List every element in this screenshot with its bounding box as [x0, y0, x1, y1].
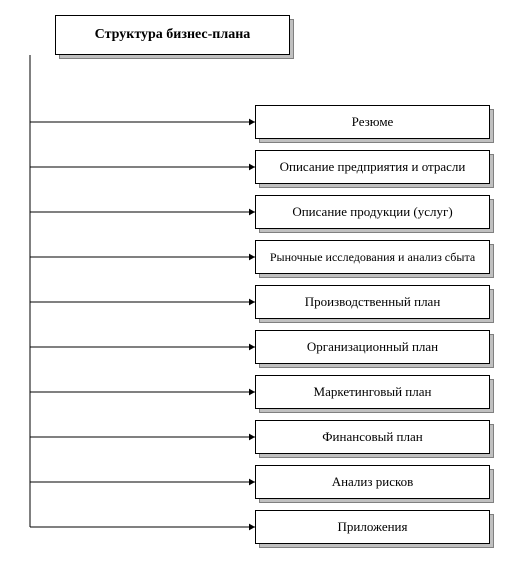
item-label: Рыночные исследования и анализ сбыта	[270, 250, 475, 265]
item-box: Описание предприятия и отрасли	[255, 150, 490, 184]
item-box: Производственный план	[255, 285, 490, 319]
item-label: Маркетинговый план	[314, 384, 432, 400]
item-label: Организационный план	[307, 339, 438, 355]
item-label: Производственный план	[305, 294, 441, 310]
item-box: Маркетинговый план	[255, 375, 490, 409]
item-box: Описание продукции (услуг)	[255, 195, 490, 229]
business-plan-structure-diagram: Структура бизнес-плана Резюме Описание пре…	[0, 0, 511, 571]
item-label: Резюме	[352, 114, 394, 130]
item-box: Приложения	[255, 510, 490, 544]
item-box: Финансовый план	[255, 420, 490, 454]
item-box: Организационный план	[255, 330, 490, 364]
item-box: Резюме	[255, 105, 490, 139]
item-box: Анализ рисков	[255, 465, 490, 499]
item-label: Приложения	[338, 519, 408, 535]
item-box: Рыночные исследования и анализ сбыта	[255, 240, 490, 274]
item-label: Анализ рисков	[332, 474, 414, 490]
item-label: Финансовый план	[322, 429, 422, 445]
item-label: Описание продукции (услуг)	[292, 204, 452, 220]
title-label: Структура бизнес-плана	[95, 27, 251, 43]
title-box: Структура бизнес-плана	[55, 15, 290, 55]
item-label: Описание предприятия и отрасли	[280, 159, 466, 175]
